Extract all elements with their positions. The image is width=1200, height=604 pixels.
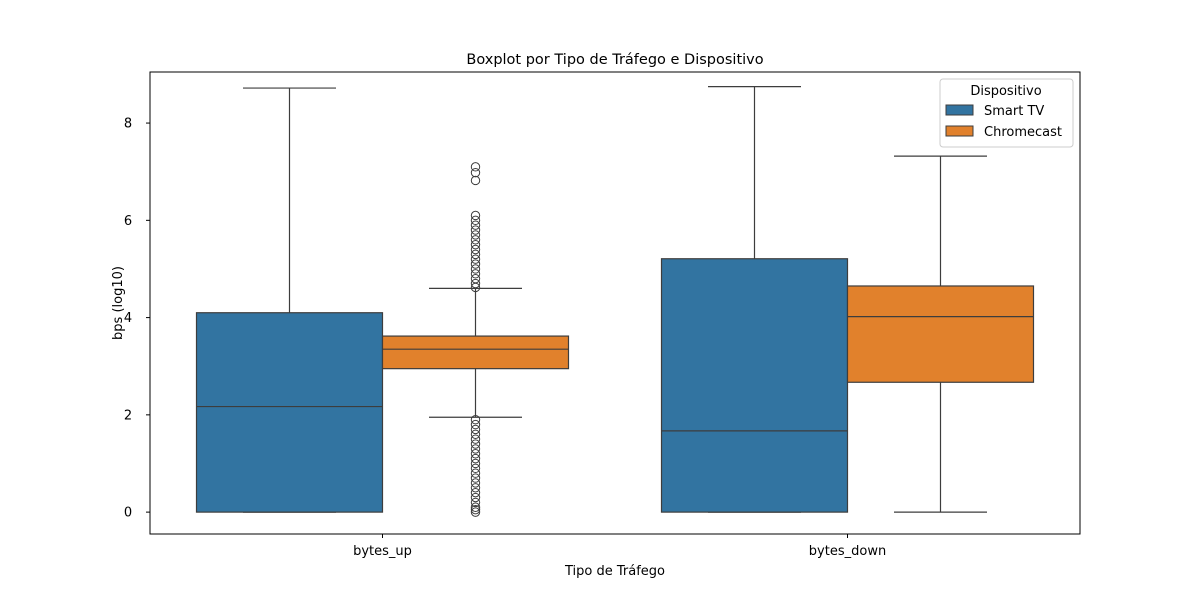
outlier-point xyxy=(470,453,481,464)
outlier-point xyxy=(470,483,481,493)
y-tick-label: 2 xyxy=(124,408,132,423)
outlier-point xyxy=(470,434,481,444)
y-tick-label: 8 xyxy=(124,117,132,132)
y-axis-label: bps (log10) xyxy=(111,266,126,340)
outlier-point xyxy=(470,473,481,483)
outlier-point xyxy=(470,463,481,474)
y-axis: 0 2 4 6 8 xyxy=(124,117,150,521)
outlier-point xyxy=(470,429,481,440)
legend-title: Dispositivo xyxy=(970,84,1041,99)
outlier-point xyxy=(470,254,481,264)
outlier-point xyxy=(470,415,481,425)
legend-swatch-chromecast xyxy=(945,125,974,137)
x-tick-label: bytes_down xyxy=(809,544,886,559)
outlier-point xyxy=(470,424,481,435)
outlier-point xyxy=(470,235,481,245)
outlier-point xyxy=(470,220,481,230)
box-iqr xyxy=(846,285,1035,383)
box-iqr xyxy=(660,258,849,513)
outlier-point xyxy=(470,264,481,274)
outlier-point xyxy=(470,449,481,459)
outlier-point xyxy=(470,273,481,284)
outlier-point xyxy=(470,439,481,449)
outlier-point xyxy=(470,259,481,269)
outlier-point xyxy=(470,239,481,250)
outlier-point xyxy=(470,419,481,430)
outlier-point xyxy=(470,444,481,454)
outlier-point xyxy=(470,468,481,478)
legend-swatch-smart-tv xyxy=(945,104,974,116)
plot-frame xyxy=(149,71,1081,535)
legend-label-chromecast: Chromecast xyxy=(984,125,1062,140)
outlier-point xyxy=(470,487,481,498)
outlier-point xyxy=(470,175,481,186)
box-group-chromecast-bytes-down xyxy=(846,155,1035,513)
outlier-point xyxy=(470,210,481,221)
box-group-smart-tv-bytes-up xyxy=(195,87,384,513)
outlier-point xyxy=(470,230,481,240)
outlier-point xyxy=(470,507,481,517)
outlier-point xyxy=(470,244,481,255)
outlier-point xyxy=(470,278,481,289)
outlier-point xyxy=(470,215,481,226)
outlier-point xyxy=(470,492,481,503)
y-tick-label: 0 xyxy=(124,506,132,521)
outlier-point xyxy=(470,478,481,488)
x-axis-label: Tipo de Tráfego xyxy=(564,564,665,579)
outlier-point xyxy=(470,162,481,172)
y-tick-label: 6 xyxy=(124,214,132,229)
outlier-point xyxy=(470,249,481,260)
outlier-point xyxy=(470,458,481,469)
box-group-smart-tv-bytes-down xyxy=(660,85,849,513)
outlier-point xyxy=(470,502,481,512)
legend: Dispositivo Smart TV Chromecast xyxy=(939,78,1074,148)
chart-title: Boxplot por Tipo de Tráfego e Dispositiv… xyxy=(466,52,763,68)
outlier-point xyxy=(470,504,481,515)
outlier-point xyxy=(470,497,481,508)
box-group-chromecast-bytes-up xyxy=(381,162,570,517)
box-iqr xyxy=(381,335,570,370)
box-iqr xyxy=(195,312,384,513)
plot-area xyxy=(195,85,1035,517)
outlier-point xyxy=(470,269,481,279)
outlier-point xyxy=(470,167,481,178)
x-axis: bytes_up bytes_down xyxy=(353,534,886,559)
outlier-point xyxy=(470,225,481,235)
x-tick-label: bytes_up xyxy=(353,544,412,559)
legend-label-smart-tv: Smart TV xyxy=(984,104,1044,119)
y-tick-label: 4 xyxy=(124,311,132,326)
